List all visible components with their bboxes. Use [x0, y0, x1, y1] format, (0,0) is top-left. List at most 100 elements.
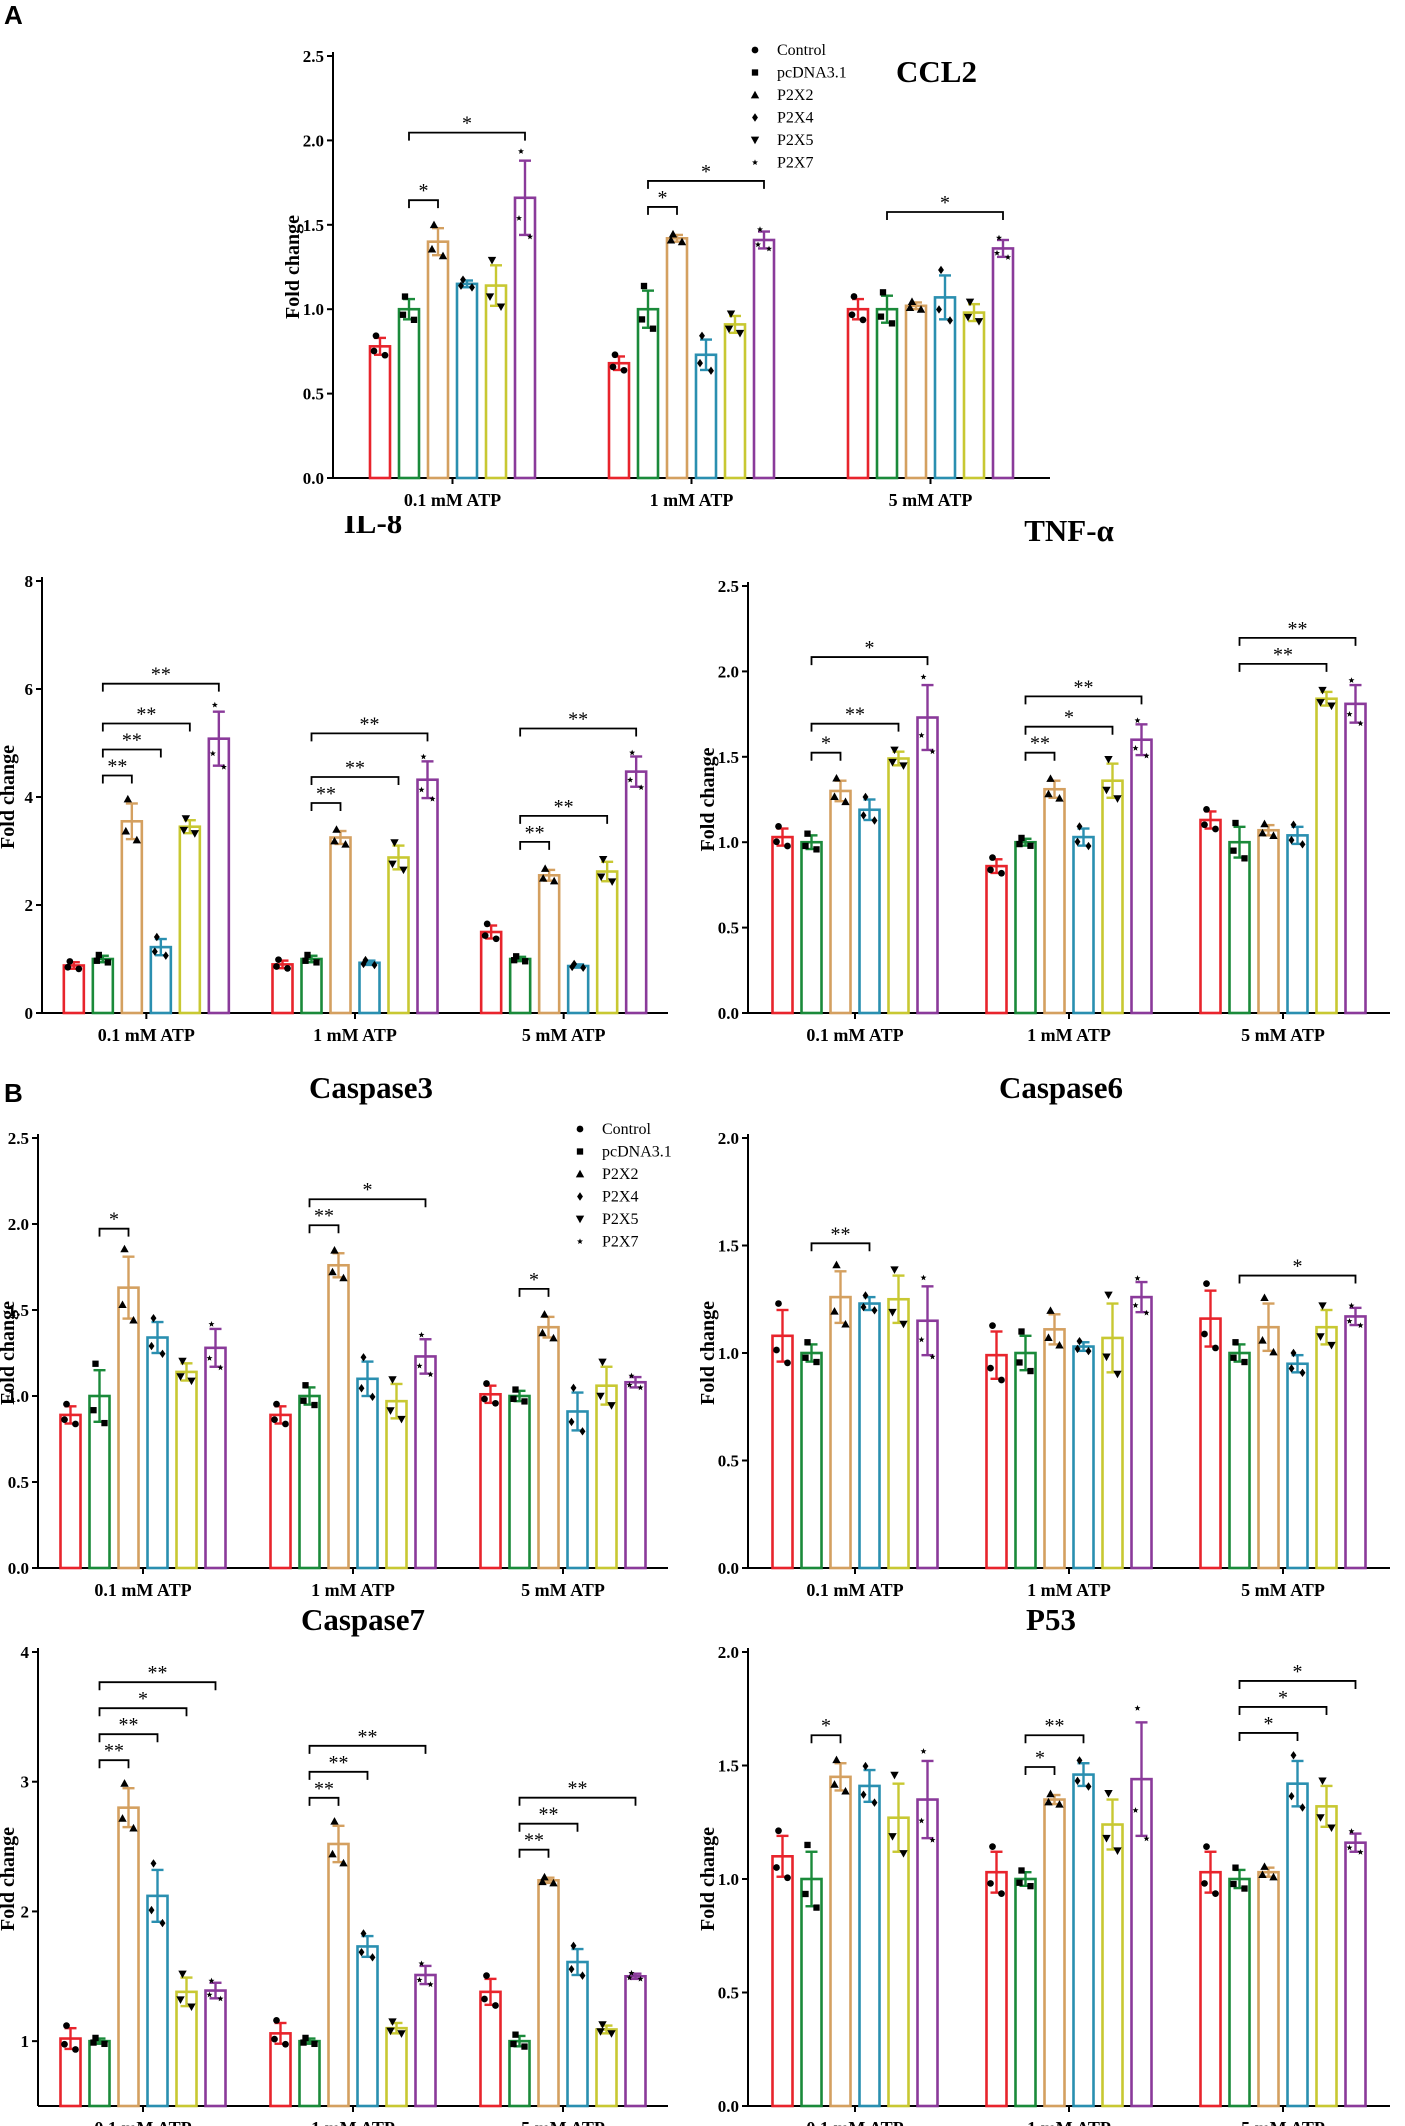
data-point	[1230, 1354, 1237, 1361]
data-point	[148, 1905, 155, 1915]
significance-bracket	[308, 1224, 340, 1234]
data-point	[1316, 1814, 1325, 1822]
data-point	[1201, 821, 1208, 829]
bar	[269, 1413, 292, 1570]
significance-label: **	[119, 1714, 139, 1736]
x-tick-label: 1 mM ATP	[311, 1580, 395, 1600]
bar	[607, 361, 631, 480]
bar	[800, 840, 823, 1015]
legend-label: P2X2	[602, 1166, 638, 1183]
data-point	[93, 957, 100, 964]
data-point	[775, 823, 782, 830]
data-point	[492, 2002, 499, 2009]
bar	[426, 240, 450, 480]
y-tick-label: 1.0	[718, 1344, 739, 1363]
data-point	[994, 249, 1000, 256]
bar	[723, 323, 747, 480]
bar	[1228, 1877, 1251, 2108]
data-point	[775, 1300, 782, 1307]
significance-label: *	[529, 1269, 539, 1291]
data-point	[1288, 835, 1295, 845]
data-point	[802, 842, 809, 850]
significance-label: *	[1064, 707, 1074, 729]
data-point	[1203, 805, 1210, 813]
data-point	[1132, 1302, 1139, 1308]
legend-label: P2X5	[777, 132, 813, 149]
data-point	[64, 963, 72, 971]
y-tick-label: 2.0	[8, 1215, 29, 1234]
data-point	[1318, 686, 1327, 695]
data-point	[890, 746, 899, 755]
chart-title: CCL2	[896, 54, 977, 89]
data-point	[626, 1381, 633, 1388]
data-point	[1113, 1370, 1122, 1379]
data-point	[178, 1970, 187, 1979]
significance-label: **	[136, 703, 156, 725]
x-tick-label: 0.1 mM ATP	[404, 490, 501, 510]
data-point	[638, 316, 646, 323]
data-point	[358, 1384, 365, 1393]
data-point	[360, 959, 367, 969]
data-point	[1318, 1777, 1327, 1786]
significance-bracket	[408, 199, 439, 209]
data-point	[1027, 1367, 1034, 1375]
significance-bracket	[518, 1796, 637, 1806]
data-point	[1318, 1302, 1327, 1310]
bar	[1101, 1823, 1124, 2108]
data-point	[724, 325, 734, 334]
bar	[397, 307, 421, 480]
bar	[1344, 1841, 1367, 2108]
significance-bracket	[519, 727, 638, 737]
significance-bracket	[1024, 725, 1114, 735]
significance-label: **	[148, 1662, 168, 1684]
chart-ccl2: CCL2 Fold change 0.0 0.5 1.0 1.5 2.0 2.5 0.1 mM …	[285, 42, 1050, 510]
data-point	[784, 1874, 791, 1882]
bar	[62, 964, 86, 1015]
y-tick-label: 3	[21, 1773, 30, 1792]
data-point	[918, 732, 925, 738]
chart-caspase7: Caspase7 Fold change 1 2 3 4 0.1 mM ATP 1 mM AT…	[0, 1606, 668, 2126]
data-point	[339, 1858, 348, 1867]
legend-marker	[576, 1125, 584, 1133]
significance-bracket	[98, 1759, 130, 1769]
bar	[1043, 787, 1066, 1015]
data-point	[104, 959, 111, 966]
significance-label: *	[821, 733, 831, 755]
significance-bracket	[1238, 1274, 1357, 1284]
data-point	[879, 289, 887, 296]
data-point	[1076, 1336, 1083, 1346]
significance-label: **	[525, 822, 545, 844]
bar	[1199, 1317, 1222, 1570]
data-point	[1016, 1879, 1023, 1886]
y-tick-label: 2.5	[8, 1129, 29, 1148]
data-point	[1258, 1336, 1267, 1344]
data-point	[121, 826, 131, 835]
significance-bracket	[810, 1734, 842, 1744]
data-point	[118, 1300, 127, 1309]
y-tick-label: 1.0	[718, 833, 739, 852]
significance-bracket	[647, 180, 765, 189]
bar	[1257, 1325, 1280, 1570]
data-point	[1327, 1341, 1336, 1350]
significance-bracket	[101, 682, 220, 692]
y-tick-label: 2.5	[718, 577, 739, 596]
x-tick-label: 1 mM ATP	[1027, 1580, 1111, 1600]
data-point	[1258, 1870, 1267, 1879]
bar	[175, 1370, 198, 1570]
bar	[665, 237, 689, 480]
significance-label: **	[107, 755, 127, 777]
y-tick-label: 8	[25, 572, 34, 591]
bar	[1315, 1325, 1338, 1570]
significance-bracket	[310, 776, 400, 786]
data-point	[1143, 752, 1150, 759]
bar	[204, 1346, 227, 1570]
chart-il8: IL-8 Fold change 0 2 4 6 8 0.1 mM ATP 1 mM ATP 5 …	[0, 516, 668, 1045]
data-point	[773, 1346, 780, 1354]
data-point	[1104, 1291, 1113, 1300]
data-point	[888, 1833, 897, 1841]
data-point	[929, 748, 936, 755]
significance-label: **	[554, 796, 574, 818]
significance-bracket	[810, 722, 900, 732]
data-point	[527, 233, 533, 240]
data-point	[360, 1929, 367, 1938]
